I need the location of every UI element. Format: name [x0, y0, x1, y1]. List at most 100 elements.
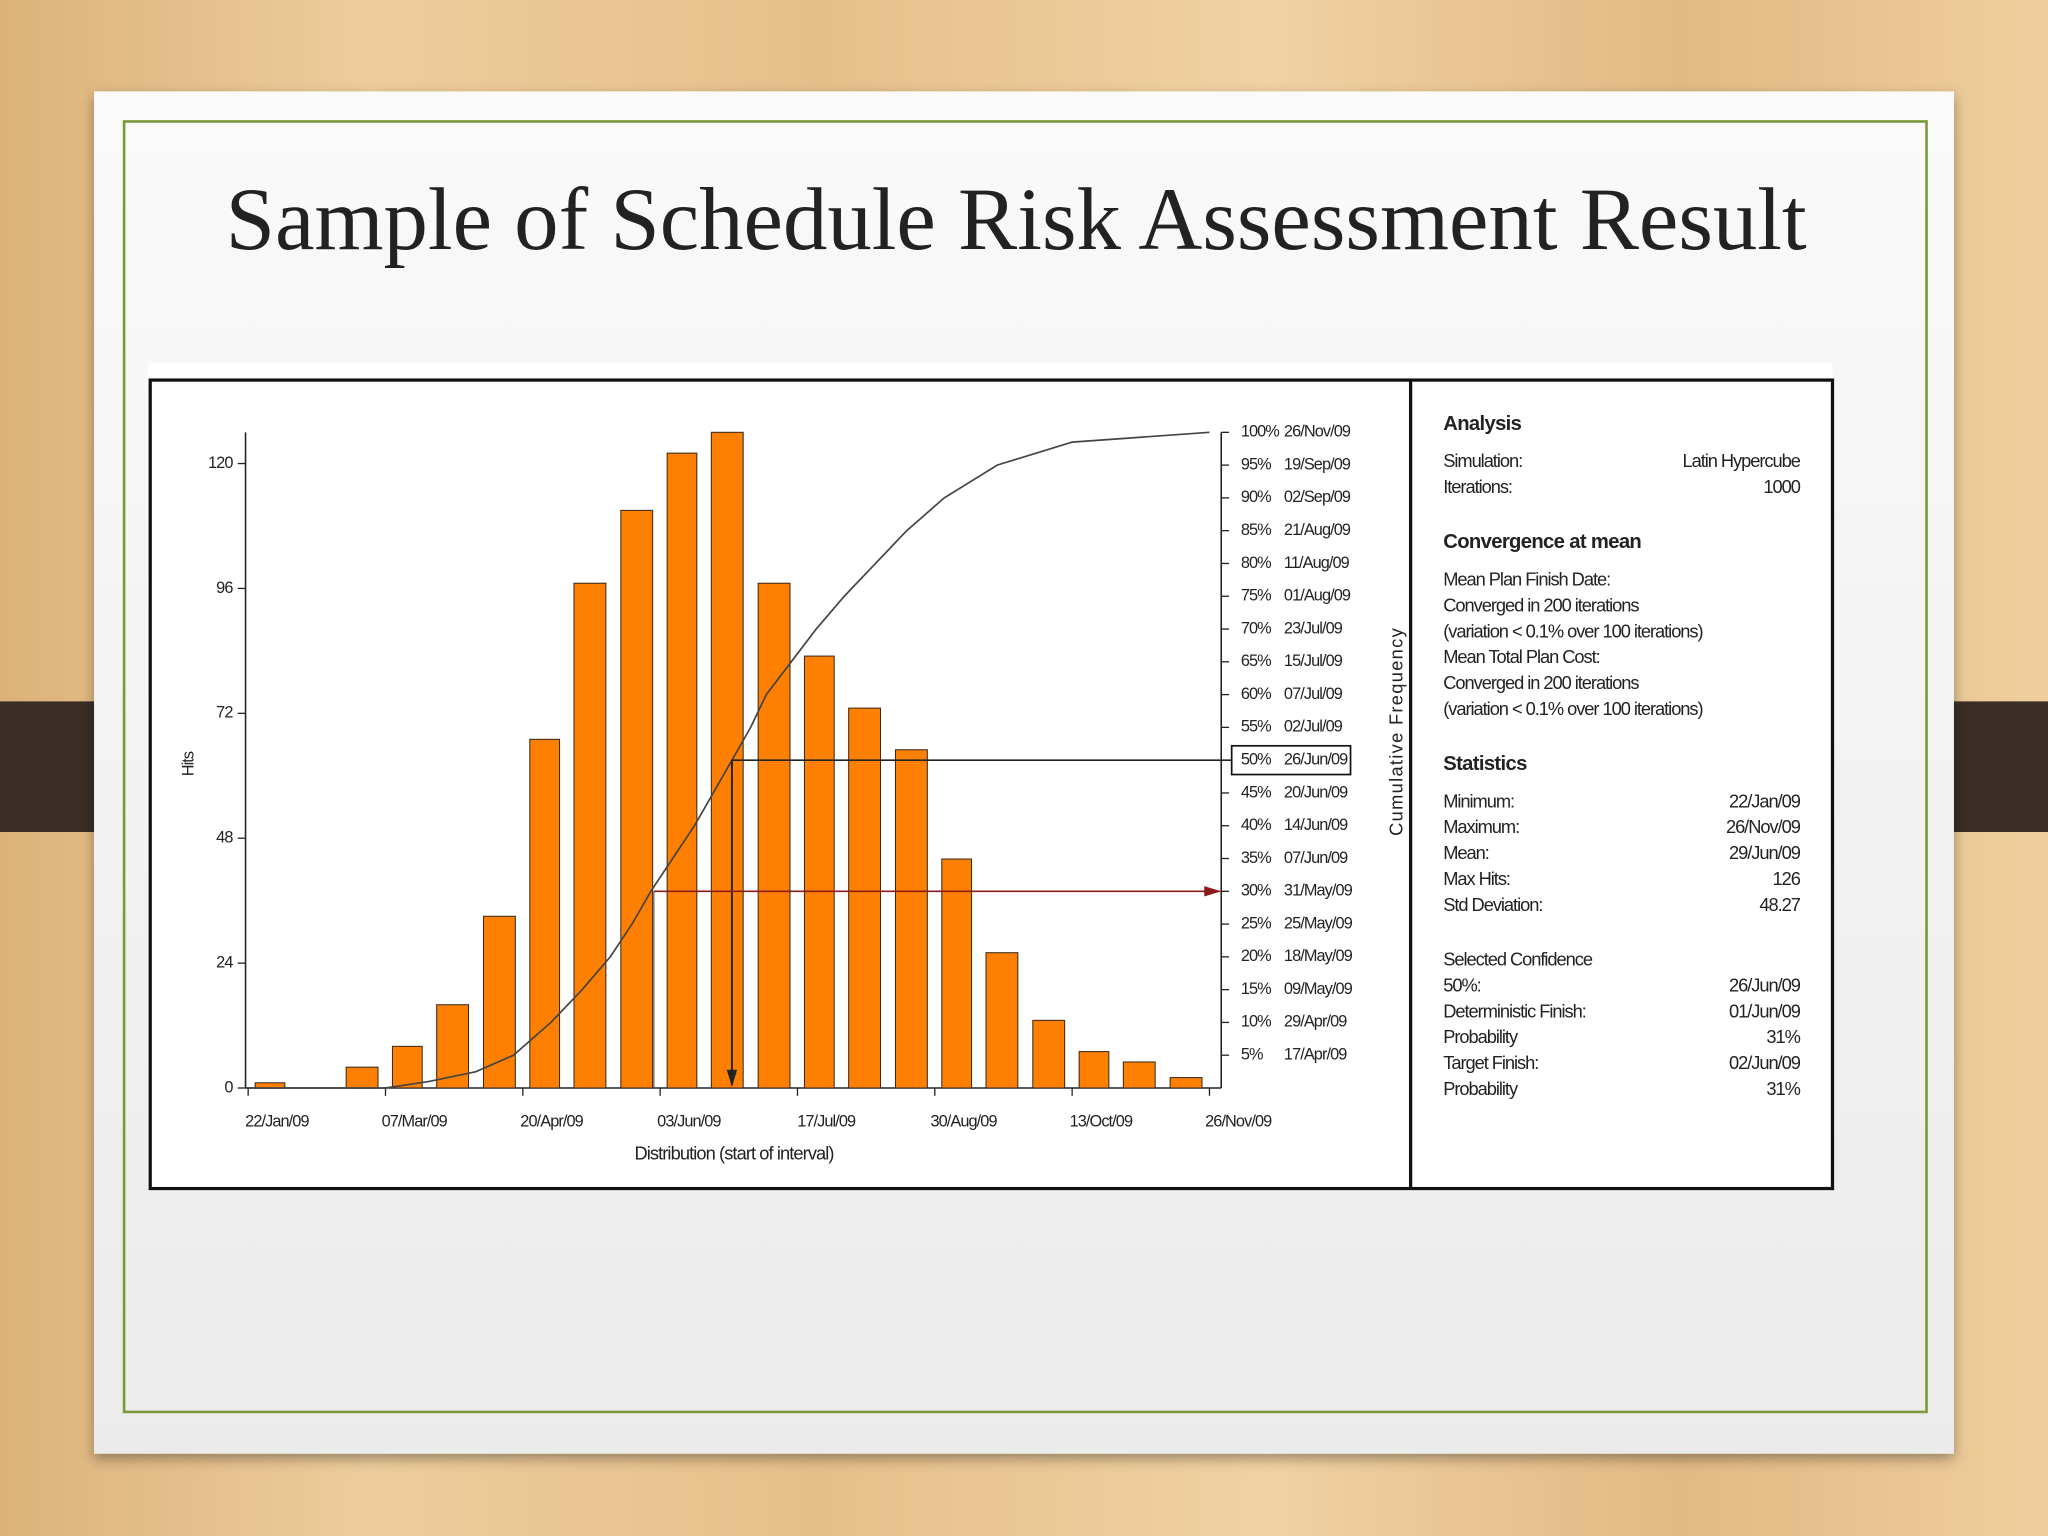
stats-panel: Analysis Simulation: Latin Hypercube Iterat… [1443, 413, 1802, 1099]
stat-value: 02/Jun/09 [1729, 1052, 1801, 1073]
stat-value: Latin Hypercube [1682, 450, 1800, 471]
x-tick-label: 30/Aug/09 [930, 1112, 997, 1130]
y2-tick-date: 26/Jun/09 [1284, 750, 1348, 768]
stat-label: Minimum: [1443, 790, 1514, 811]
y2-tick-date: 17/Apr/09 [1284, 1046, 1347, 1064]
stat-value: 48.27 [1759, 894, 1800, 915]
stat-label: (variation < 0.1% over 100 iterations) [1443, 620, 1702, 641]
bar [620, 509, 654, 1089]
y2-tick-label: 10% [1241, 1013, 1271, 1031]
x-tick-label: 17/Jul/09 [797, 1112, 856, 1130]
y2-tick-date: 25/May/09 [1284, 914, 1353, 932]
y2-tick-label: 30% [1241, 882, 1271, 900]
y2-tick-date: 07/Jul/09 [1284, 685, 1343, 703]
y2-tick-label: 70% [1241, 619, 1271, 637]
stat-value: 01/Jun/09 [1729, 1000, 1801, 1021]
bar [391, 1045, 423, 1089]
y2-tick-date: 01/Aug/09 [1284, 587, 1351, 605]
y2-tick-label: 45% [1241, 783, 1271, 801]
bar [1122, 1061, 1156, 1089]
stat-label: Std Deviation: [1443, 894, 1542, 915]
y2-tick-date: 15/Jul/09 [1284, 652, 1343, 670]
bar [985, 952, 1019, 1089]
y2-tick-label: 15% [1241, 980, 1271, 998]
y2-tick-label: 35% [1241, 849, 1271, 867]
stat-value: 126 [1772, 868, 1800, 889]
y2-tick-label: 95% [1241, 455, 1271, 473]
bar [941, 858, 973, 1089]
stat-label: Simulation: [1443, 450, 1522, 471]
y2-tick-label: 75% [1241, 587, 1271, 605]
y2-tick-label: 90% [1241, 488, 1271, 506]
slide-border [122, 120, 1928, 1414]
y2-tick-date: 07/Jun/09 [1284, 849, 1348, 867]
guide-arrowhead [726, 1069, 738, 1087]
bar [482, 915, 516, 1089]
y-tick-label: 0 [224, 1078, 233, 1096]
y2-tick-label: 60% [1241, 685, 1271, 703]
slide-title: Sample of Schedule Risk Assessment Resul… [226, 171, 1807, 269]
stat-label: Iterations: [1443, 476, 1512, 497]
bar [529, 738, 561, 1089]
y2-tick-date: 31/May/09 [1284, 882, 1353, 900]
stat-value: 26/Nov/09 [1726, 816, 1801, 837]
bar [894, 749, 928, 1089]
stat-label: Converged in 200 iterations [1443, 594, 1639, 615]
y2-tick-date: 23/Jul/09 [1284, 619, 1343, 637]
stat-label: Target Finish: [1443, 1052, 1538, 1073]
x-tick-label: 26/Nov/09 [1205, 1112, 1272, 1130]
y2-tick-date: 18/May/09 [1284, 947, 1353, 965]
x-tick-label: 07/Mar/09 [382, 1112, 448, 1130]
y-tick-label: 48 [216, 829, 233, 847]
y2-tick-date: 20/Jun/09 [1284, 783, 1348, 801]
stat-label: (variation < 0.1% over 100 iterations) [1443, 698, 1702, 719]
stat-value: 22/Jan/09 [1729, 790, 1801, 811]
y2-tick-label: 85% [1241, 521, 1271, 539]
stat-value: 1000 [1763, 476, 1800, 497]
bar [436, 1004, 470, 1089]
bar [345, 1066, 379, 1089]
y2-tick-label: 20% [1241, 947, 1271, 965]
x-axis-title: Distribution (start of interval) [634, 1142, 833, 1163]
y-tick-label: 96 [216, 579, 233, 597]
y2-tick-label: 5% [1241, 1046, 1263, 1064]
y-axis-title: Hits [180, 751, 198, 776]
stat-value: 31% [1766, 1026, 1800, 1047]
stat-label: Deterministic Finish: [1443, 1000, 1585, 1021]
y2-tick-date: 11/Aug/09 [1284, 554, 1350, 572]
section-heading: Convergence at mean [1443, 531, 1641, 553]
section-heading: Analysis [1443, 413, 1521, 435]
chart-frame [148, 378, 1835, 1191]
stat-label: Maximum: [1443, 816, 1519, 837]
x-tick-label: 22/Jan/09 [245, 1112, 309, 1130]
stat-label: Probability [1443, 1078, 1519, 1099]
y2-axis-title: Cumulative Frequency [1385, 627, 1406, 836]
stat-value: 26/Jun/09 [1729, 974, 1801, 995]
x-tick-label: 13/Oct/09 [1070, 1112, 1133, 1130]
stat-label: 50%: [1443, 974, 1480, 995]
cumulative-line [248, 431, 1210, 1089]
y2-tick-label: 55% [1241, 718, 1271, 736]
y2-tick-label: 65% [1241, 652, 1271, 670]
y2-tick-label: 40% [1241, 816, 1271, 834]
bar [848, 707, 882, 1089]
bar [1078, 1051, 1110, 1089]
stat-label: Converged in 200 iterations [1443, 672, 1639, 693]
x-tick-label: 03/Jun/09 [657, 1112, 721, 1130]
guide-arrowhead [1204, 886, 1222, 897]
stat-label: Mean: [1443, 842, 1489, 863]
bar [1169, 1077, 1203, 1089]
stat-label: Probability [1443, 1026, 1519, 1047]
section-subheading: Selected Confidence [1443, 948, 1593, 969]
stat-label: Max Hits: [1443, 868, 1510, 889]
bar [803, 655, 835, 1089]
y2-tick-label: 100% [1241, 423, 1279, 441]
x-tick-label: 20/Apr/09 [520, 1112, 583, 1130]
y-tick-label: 72 [216, 704, 233, 722]
y2-tick-date: 02/Jul/09 [1284, 718, 1343, 736]
section-heading: Statistics [1443, 753, 1527, 775]
y-tick-label: 24 [216, 953, 233, 971]
plot: 0 24 48 72 96 120 22/Jan/09 07/Mar/09 20/Apr/09 0… [180, 423, 1407, 1164]
